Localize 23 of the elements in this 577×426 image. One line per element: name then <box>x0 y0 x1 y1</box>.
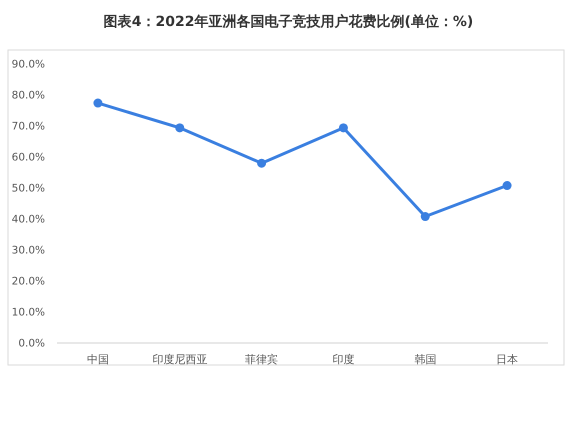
y-tick-label: 40.0% <box>12 214 46 226</box>
y-tick-label: 20.0% <box>12 276 46 288</box>
y-tick-label: 50.0% <box>12 182 46 195</box>
x-tick-label: 韩国 <box>414 353 436 366</box>
y-tick-label: 30.0% <box>12 244 46 257</box>
y-tick-label: 90.0% <box>12 58 46 71</box>
point <box>175 123 184 132</box>
x-tick-label: 印度尼西亚 <box>152 353 208 366</box>
x-tick-label: 日本 <box>496 353 518 366</box>
point <box>502 181 512 190</box>
x-tick-label: 印度 <box>332 353 354 366</box>
y-tick-label: 70.0% <box>12 120 46 133</box>
y-tick-label: 0.0% <box>18 338 46 350</box>
x-tick-label: 中国 <box>86 353 109 366</box>
point <box>93 98 102 108</box>
y-tick-label: 80.0% <box>12 90 46 102</box>
chart-title: 图表4：2022年亚洲各国电子竞技用户花费比例(单位：%) <box>104 13 474 30</box>
x-tick-label: 菲律宾 <box>245 353 278 366</box>
y-tick-label: 10.0% <box>12 306 46 319</box>
point <box>338 123 348 132</box>
y-tick-label: 60.0% <box>12 152 46 164</box>
point <box>257 158 266 168</box>
point <box>420 212 430 222</box>
